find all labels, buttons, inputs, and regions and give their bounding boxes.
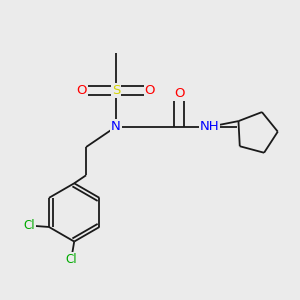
Text: NH: NH xyxy=(200,120,219,133)
Text: Cl: Cl xyxy=(23,219,34,232)
Text: O: O xyxy=(145,84,155,97)
Text: N: N xyxy=(111,120,121,133)
Text: O: O xyxy=(174,87,184,100)
Text: O: O xyxy=(76,84,87,97)
Text: Cl: Cl xyxy=(65,253,77,266)
Text: S: S xyxy=(112,84,120,97)
